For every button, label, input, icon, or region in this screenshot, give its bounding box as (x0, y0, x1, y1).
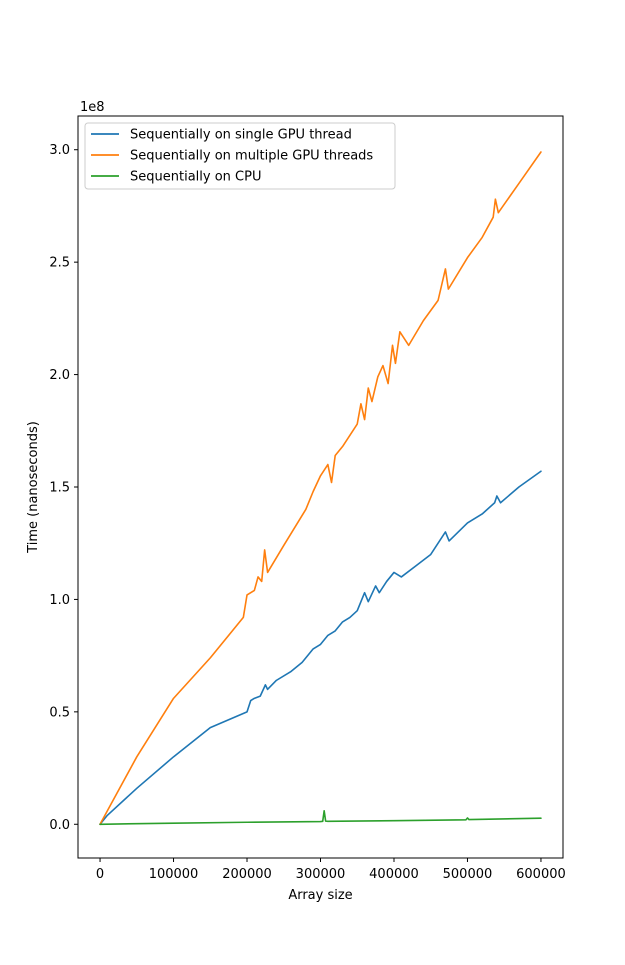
x-tick-label: 200000 (222, 867, 272, 882)
series-layer (99, 151, 542, 826)
legend-label-2: Sequentially on multiple GPU threads (130, 149, 373, 164)
y-tick-label: 2.0 (49, 368, 70, 383)
x-axis-ticks: 0 100000 200000 300000 400000 500000 600000 (96, 858, 566, 882)
y-tick-label: 0.5 (49, 705, 70, 720)
plot-area (78, 116, 563, 858)
y-tick-label: 1.0 (49, 593, 70, 608)
y-axis-label: Time (nanoseconds) (26, 421, 41, 554)
legend: Sequentially on single GPU thread Sequent… (84, 122, 396, 190)
x-tick-label: 500000 (443, 867, 493, 882)
legend-box (84, 122, 396, 190)
series-line-2 (99, 151, 542, 826)
y-tick-label: 2.5 (49, 256, 70, 271)
y-axis-offset-label: 1e8 (80, 100, 105, 115)
series-line-3 (99, 809, 542, 826)
y-tick-label: 3.0 (49, 143, 70, 158)
x-tick-label: 600000 (516, 867, 566, 882)
y-axis-ticks: 0.0 0.5 1.0 1.5 2.0 2.5 3.0 (49, 143, 78, 833)
legend-label-3: Sequentially on CPU (130, 170, 261, 185)
y-tick-label: 1.5 (49, 481, 70, 496)
x-tick-label: 300000 (296, 867, 346, 882)
legend-label-1: Sequentially on single GPU thread (130, 128, 352, 143)
x-tick-label: 0 (96, 867, 104, 882)
x-tick-label: 400000 (369, 867, 419, 882)
series-line-1 (99, 470, 542, 826)
x-axis-label: Array size (288, 888, 352, 903)
y-tick-label: 0.0 (49, 818, 70, 833)
x-tick-label: 100000 (149, 867, 199, 882)
